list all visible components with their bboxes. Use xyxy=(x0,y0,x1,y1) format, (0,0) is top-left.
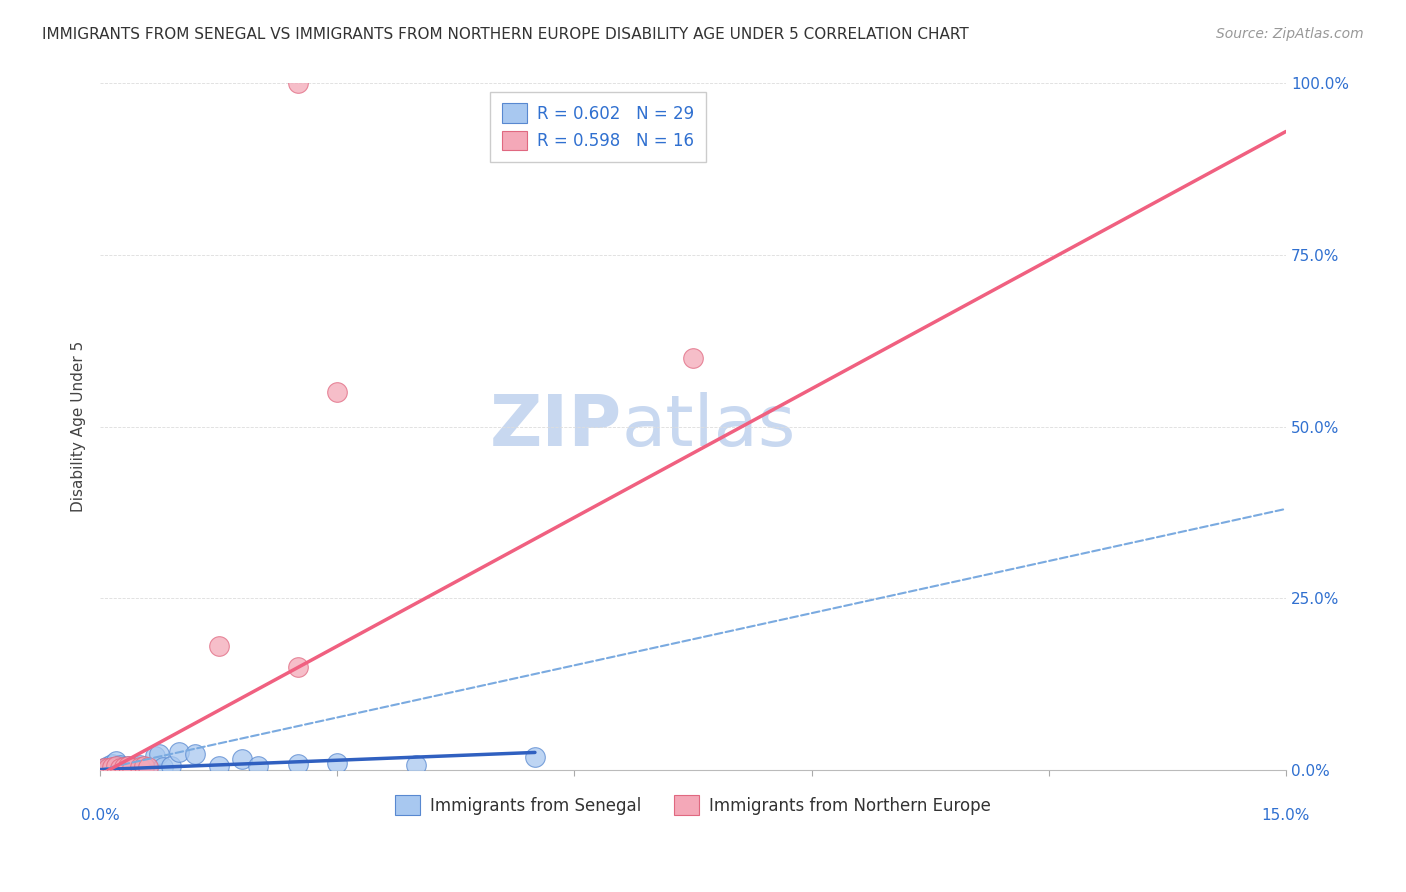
Point xyxy=(96,760,118,774)
Point xyxy=(104,755,127,769)
Point xyxy=(247,759,270,773)
Point xyxy=(101,757,124,772)
Text: 15.0%: 15.0% xyxy=(1261,808,1310,823)
Point xyxy=(93,761,115,775)
Point xyxy=(108,760,131,774)
Point xyxy=(208,759,231,773)
Point xyxy=(117,759,139,773)
Point xyxy=(97,759,120,773)
Text: Source: ZipAtlas.com: Source: ZipAtlas.com xyxy=(1216,27,1364,41)
Point xyxy=(117,759,139,773)
Text: IMMIGRANTS FROM SENEGAL VS IMMIGRANTS FROM NORTHERN EUROPE DISABILITY AGE UNDER : IMMIGRANTS FROM SENEGAL VS IMMIGRANTS FR… xyxy=(42,27,969,42)
Point xyxy=(97,760,120,774)
Point xyxy=(160,759,183,773)
Point xyxy=(231,752,253,766)
Point xyxy=(125,760,148,774)
Point xyxy=(112,760,135,774)
Point xyxy=(121,760,143,774)
Point xyxy=(287,659,309,673)
Point xyxy=(112,760,135,774)
Point xyxy=(136,760,159,774)
Point xyxy=(145,748,167,763)
Point xyxy=(326,385,349,400)
Point xyxy=(287,757,309,772)
Point xyxy=(523,750,546,764)
Point xyxy=(128,758,150,772)
Point xyxy=(101,760,124,774)
Point xyxy=(136,760,159,774)
Text: 0.0%: 0.0% xyxy=(80,808,120,823)
Point xyxy=(104,759,127,773)
Point xyxy=(107,759,129,773)
Point xyxy=(98,760,121,774)
Point xyxy=(152,760,174,774)
Text: atlas: atlas xyxy=(621,392,796,461)
Point xyxy=(167,746,190,760)
Point xyxy=(184,747,207,761)
Point xyxy=(682,351,704,365)
Point xyxy=(326,756,349,770)
Point xyxy=(103,760,125,774)
Point xyxy=(287,77,309,91)
Text: ZIP: ZIP xyxy=(489,392,621,461)
Point xyxy=(208,639,231,653)
Point xyxy=(93,761,115,775)
Point xyxy=(132,759,155,773)
Point xyxy=(128,760,150,774)
Y-axis label: Disability Age Under 5: Disability Age Under 5 xyxy=(72,341,86,512)
Point xyxy=(108,758,131,772)
Point xyxy=(111,760,134,774)
Point xyxy=(121,760,143,774)
Legend: Immigrants from Senegal, Immigrants from Northern Europe: Immigrants from Senegal, Immigrants from… xyxy=(387,787,1000,823)
Point xyxy=(405,758,427,772)
Point xyxy=(148,747,170,762)
